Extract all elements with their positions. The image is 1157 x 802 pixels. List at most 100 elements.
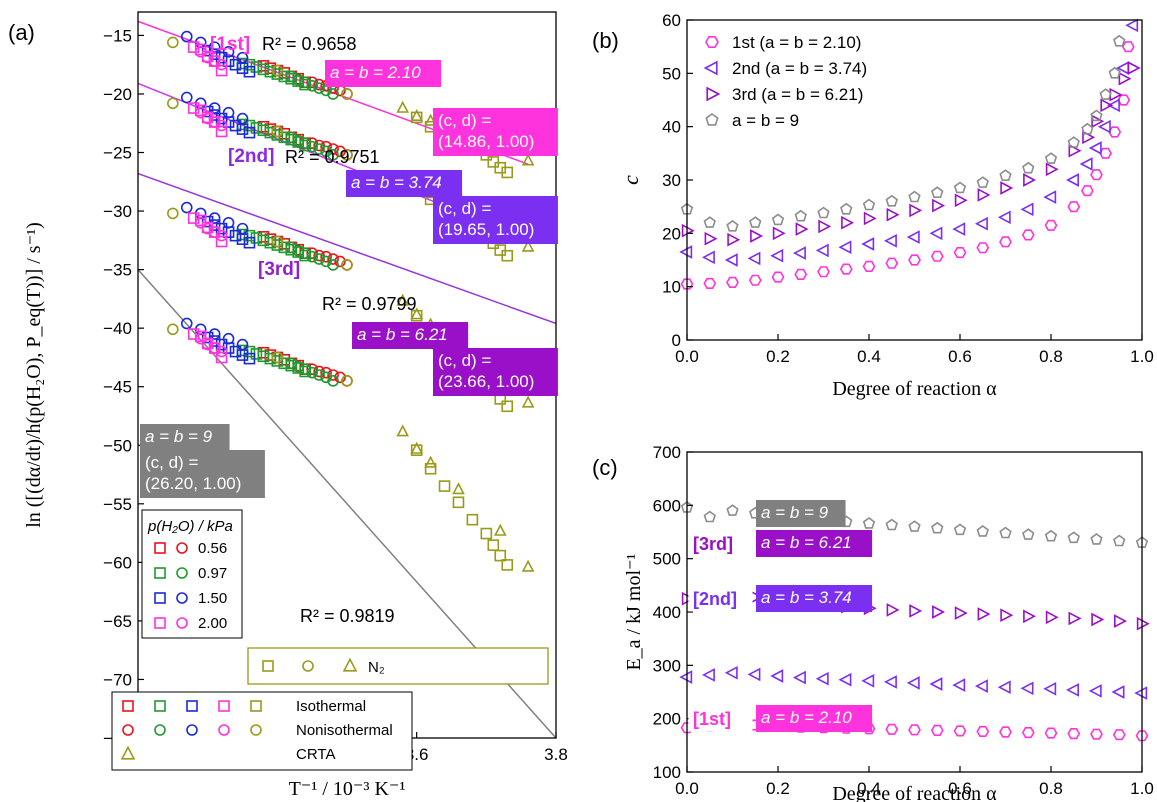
data-point-2nd [271,129,284,141]
data-point-a=b=9 [320,371,332,384]
data-point-pentagon [1108,66,1121,79]
param-box-2nd: a = b = 3.74 [351,173,442,192]
data-point-hexagon [999,236,1012,248]
data-point-1st [194,46,207,58]
data-point-3rd [341,259,353,271]
panel-c-x-tick-label: 0.0 [675,779,699,798]
annotation-param: a = b = 3.74 [761,588,852,607]
cd-box-1st: (c, d) = [438,111,491,130]
panel-a-y-tick-label: −50 [103,436,132,455]
data-point-3rd [299,247,312,260]
data-point-pentagon [931,521,944,534]
data-point-1st [229,58,242,71]
legend-mode-marker [218,724,230,736]
data-point-a=b=9 [201,331,214,344]
data-point-triangle-left [997,680,1011,695]
data-point-triangle-right [1091,612,1105,627]
panel-a-y-tick-label: −25 [103,144,132,163]
data-point-a=b=9 [229,345,242,358]
data-point-a=b=9 [334,371,346,384]
group-label-3rd: [3rd] [258,259,300,280]
legend-mode-marker [218,700,230,712]
data-point-hexagon [953,725,967,737]
data-point-triangle-left [770,669,784,683]
data-point-triangle-right [1023,173,1037,187]
data-point-triangle-left [1088,684,1102,698]
data-point-pentagon [908,520,921,532]
data-point-pentagon [999,526,1012,539]
panel-a-y-tick-label: −35 [103,261,132,280]
legend-circle-0.97 [176,567,188,579]
data-point-triangle-right [750,229,764,243]
data-point-1st [521,153,535,166]
data-point-3rd [327,253,339,265]
data-point-hexagon [862,260,876,273]
panel-c-y-tick-label: 600 [653,496,681,515]
data-point-1st [215,51,228,64]
panel-c-chart: (c) 0.0 0.2 0.4 0.6 0.8 1.0 100 200 300 400 500 600 7… [592,443,1154,802]
group-label-1st: [1st] [210,34,250,55]
data-point-a=b=9 [194,332,207,345]
data-point-triangle-right [909,604,923,618]
panel-a-y-axis-label: ln ([(dα/dt)/h(p(H₂O), P_eq(T))] / s⁻¹) [23,222,45,528]
legend-n2-label: N₂ [368,659,385,676]
legend-mode-marker [250,724,262,736]
data-point-3rd [208,212,221,224]
data-point-1st [313,82,325,94]
legend-marker-triangle-right [706,86,721,102]
data-point-3rd [521,395,535,408]
data-point-triangle-right [841,215,855,230]
data-point-hexagon [1099,147,1113,159]
data-point-pentagon [1044,529,1058,542]
data-point-a=b=9 [396,424,410,437]
data-point-triangle-left [883,233,897,248]
data-point-3rd [215,235,228,248]
data-point-triangle-left [815,243,829,258]
data-point-2nd [208,102,221,114]
data-point-triangle-left [974,216,988,231]
data-point-hexagon [771,271,785,283]
annotation-param: a = b = 9 [761,503,829,522]
annotation-group-label: [2nd] [693,589,737,609]
data-point-2nd [243,126,256,139]
panel-b-y-tick-label: 30 [662,171,681,190]
data-point-a=b=9 [313,365,325,378]
data-point-2nd [215,125,228,138]
data-point-a=b=9 [264,352,277,365]
data-point-1st [341,88,353,100]
panel-a-y-tick-label: −60 [103,553,132,572]
data-point-triangle-right [977,188,991,202]
legend-mode-marker [186,700,198,712]
data-point-a=b=9 [424,462,437,475]
data-point-hexagon [1090,728,1103,740]
data-point-1st [306,76,318,89]
panel-a-y-tick-label: −65 [103,612,132,631]
data-point-pentagon [1067,136,1080,148]
data-point-3rd [327,259,339,271]
data-point-triangle-left [1111,685,1125,699]
data-point-pentagon [862,517,876,529]
annotation-group-box [688,529,753,557]
data-point-pentagon [817,206,830,219]
data-point-a=b=9 [521,559,535,572]
data-point-1st [306,79,318,92]
data-point-a=b=9 [494,549,507,562]
data-point-triangle-left [792,670,806,685]
data-point-1st [264,65,277,78]
data-point-3rd [285,241,298,254]
annotation-param: a = b = 6.21 [761,533,852,552]
data-point-1st [180,30,193,43]
data-point-triangle-right [954,193,968,208]
data-point-triangle-right [977,607,991,621]
param-box-2nd-box [346,170,463,197]
data-point-triangle-left [724,665,738,680]
data-point-hexagon [726,276,739,289]
annotation-param-box [756,530,873,557]
legend-mode-marker [120,745,136,760]
data-point-a=b=9 [466,513,479,526]
data-point-1st [396,100,410,113]
data-point-2nd [521,239,535,252]
data-point-hexagon [1090,169,1103,181]
data-point-a=b=9 [341,375,353,387]
data-point-pentagon [726,504,739,516]
